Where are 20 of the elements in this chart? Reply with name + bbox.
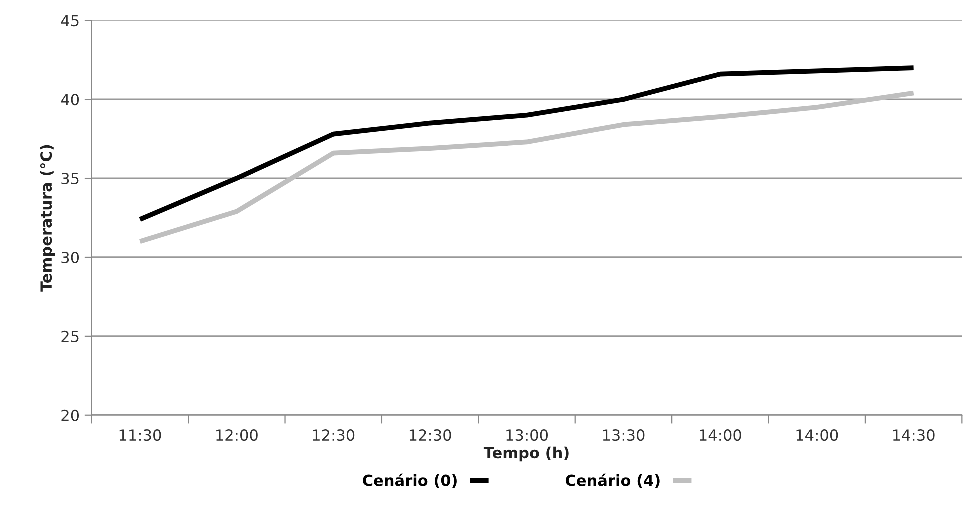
x-tick-label: 11:30 (120, 430, 162, 442)
y-tick-label: 45 (61, 15, 79, 27)
y-tick-label: 25 (62, 330, 79, 342)
legend-label: Cenário (4) (566, 474, 660, 488)
x-tick-label: 14:00 (796, 430, 838, 442)
x-tick-label: 12:30 (410, 430, 452, 442)
x-axis-title: Tempo (h) (484, 446, 569, 462)
x-tick-label: 14:00 (700, 430, 742, 442)
x-tick-label: 12:00 (216, 430, 258, 442)
x-tick-label: 14:30 (893, 430, 935, 442)
y-tick-label: 20 (62, 410, 80, 422)
line-series (138, 90, 916, 244)
x-tick-label: 12:30 (313, 430, 355, 442)
legend-label: Cenário (0) (363, 474, 457, 488)
x-tick-label: 13:30 (603, 430, 645, 442)
y-tick-label: 30 (62, 252, 80, 264)
y-tick-label: 40 (61, 94, 80, 106)
x-tick-label: 13:00 (506, 430, 548, 442)
y-axis-title: Temperatura (°C) (40, 145, 56, 292)
y-tick-label: 35 (62, 173, 79, 185)
